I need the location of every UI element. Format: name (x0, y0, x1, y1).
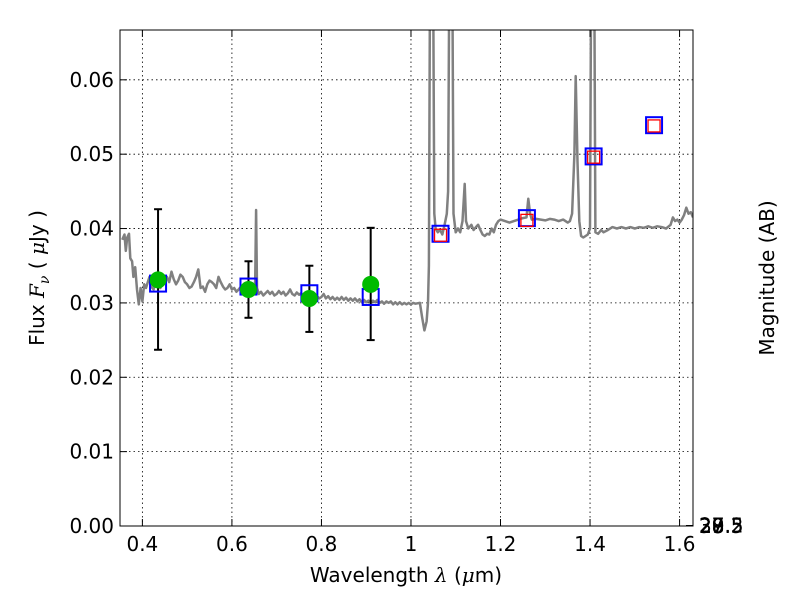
x-tick-label: 0.4 (126, 532, 158, 556)
y-tick-label: 0.06 (69, 68, 114, 92)
mag-tick-label: 28 (699, 514, 724, 538)
y-tick-label: 0.04 (69, 217, 114, 241)
y-tick-label: 0.01 (69, 440, 114, 464)
grid (120, 30, 693, 526)
blue-square-marker (645, 116, 664, 135)
mag-tick-label: 29 (699, 514, 724, 538)
model-spectrum-line (121, 30, 693, 332)
y-tick-label: 0.00 (69, 514, 114, 538)
x-axis-title: Wavelength λ (μm) (310, 563, 502, 587)
x-tick-label: 1.6 (664, 532, 696, 556)
green-circle-marker (149, 271, 167, 289)
mag-tick-label: 27.5 (699, 514, 744, 538)
x-tick-label: 1.2 (485, 532, 517, 556)
blue-square-marker (584, 147, 603, 166)
x-tick-label: 0.8 (306, 532, 338, 556)
plot-content (121, 30, 693, 351)
red-square-marker (520, 213, 534, 228)
red-square-marker (647, 119, 661, 133)
red-square-marker (433, 228, 448, 242)
mag-tick-label: 28.5 (699, 514, 744, 538)
x-tick-label: 1 (405, 532, 418, 556)
y2-axis-title: Magnitude (AB) (755, 200, 779, 355)
x-tick-label: 1.4 (574, 532, 606, 556)
y-axis-title: Flux Fν ( μJy ) (25, 210, 53, 346)
y-tick-label: 0.03 (69, 291, 114, 315)
plot-frame (119, 29, 694, 527)
mag-tick-label: 30 (699, 514, 724, 538)
photometry-markers (149, 116, 664, 307)
y-tick-label: 0.05 (69, 142, 114, 166)
green-circle-marker (362, 275, 380, 293)
mag-tick-label: 27 (699, 514, 724, 538)
y-tick-label: 0.02 (69, 365, 114, 389)
axis-ticks: 0.4 0.6 0.8 1 1.2 1.4 1.6 0.00 0.01 0.02 0.03 0.04 0… (69, 30, 744, 556)
green-circle-marker (300, 289, 318, 307)
error-bars (154, 208, 375, 351)
x-tick-label: 0.6 (216, 532, 248, 556)
mag-tick-label: 27.2 (699, 514, 744, 538)
green-circle-marker (239, 281, 257, 299)
red-square-marker (586, 150, 601, 164)
